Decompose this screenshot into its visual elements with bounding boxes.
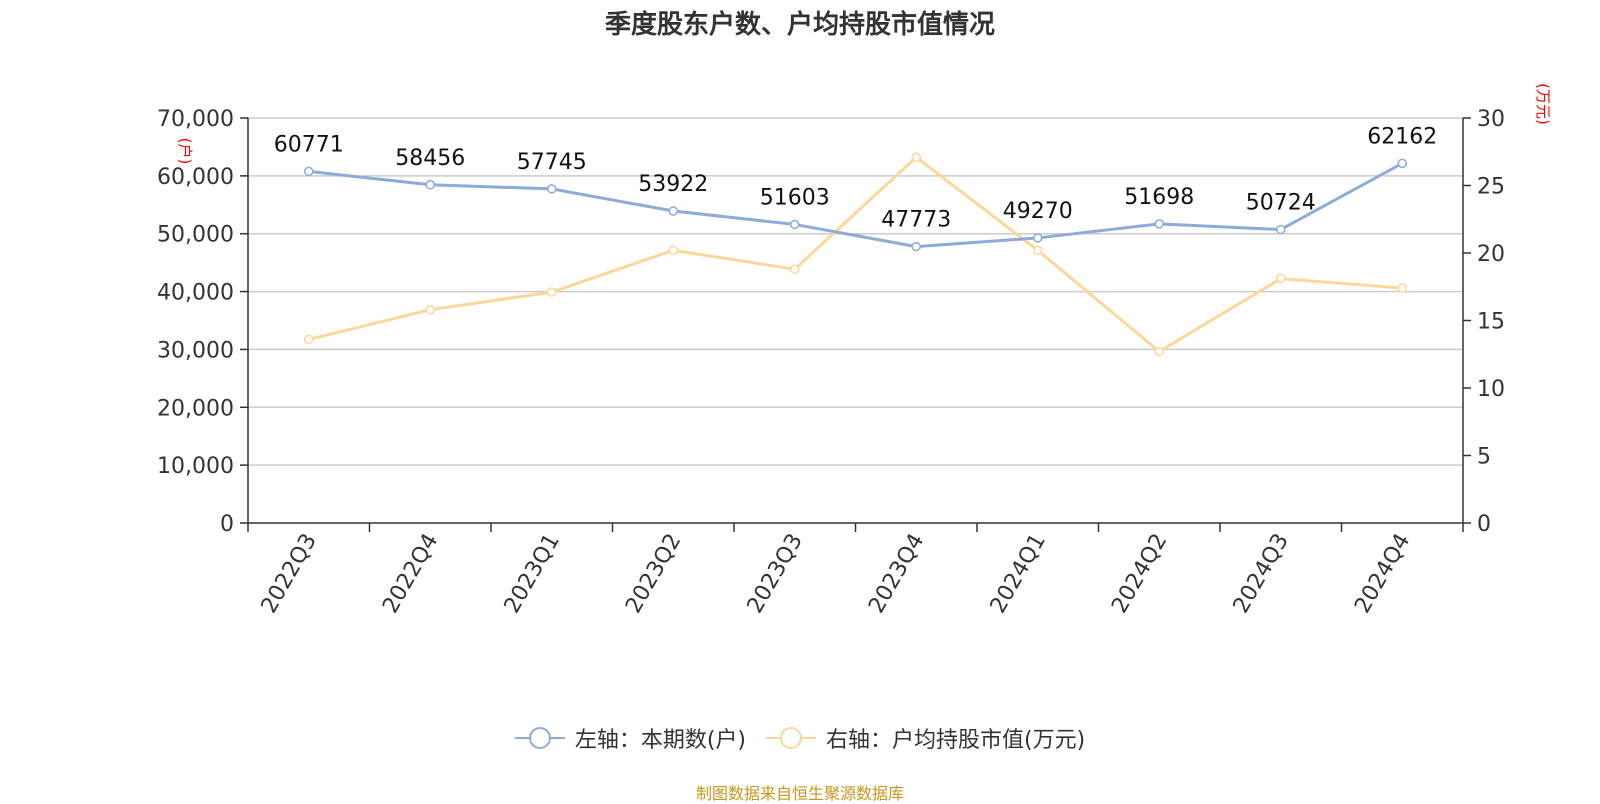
- x-axis-tick-label: 2024Q3: [1229, 530, 1294, 618]
- x-axis-tick-label: 2023Q2: [621, 530, 686, 618]
- series-lines: [304, 152, 1407, 357]
- left-axis-tick-label: 30,000: [157, 338, 234, 363]
- legend: 左轴：本期数(户) 右轴：户均持股市值(万元): [0, 722, 1600, 754]
- legend-left-series-icon: [514, 727, 565, 749]
- data-label: 57745: [517, 150, 587, 175]
- left-series-point: [425, 180, 435, 190]
- data-label: 51698: [1124, 185, 1194, 210]
- right-axis-tick-label: 25: [1477, 175, 1505, 200]
- x-axis-tick-label: 2024Q1: [986, 530, 1051, 618]
- chart-title: 季度股东户数、户均持股市值情况: [604, 10, 995, 40]
- data-label: 62162: [1367, 124, 1437, 149]
- data-label: 53922: [638, 172, 708, 197]
- source-note: 制图数据来自恒生聚源数据库: [695, 784, 904, 803]
- legend-left-series-label: 左轴：本期数(户): [574, 728, 746, 753]
- left-axis-tick-label: 40,000: [157, 281, 234, 306]
- data-label: 47773: [881, 208, 951, 233]
- right-axis-tick-label: 5: [1477, 445, 1491, 470]
- left-series-point: [668, 206, 678, 216]
- grid-lines: [248, 117, 1463, 466]
- right-axis-tick-label: 20: [1477, 242, 1505, 267]
- legend-right-series-label: 右轴：户均持股市值(万元): [826, 728, 1086, 753]
- right-axis-tick-label: 15: [1477, 310, 1505, 335]
- x-axis-tick-label: 2022Q4: [378, 530, 443, 618]
- right-series-point: [1033, 245, 1043, 256]
- legend-item-right-series[interactable]: 右轴：户均持股市值(万元): [766, 722, 1085, 754]
- left-axis-tick-label: 20,000: [157, 396, 234, 421]
- right-series-point: [1276, 273, 1286, 284]
- right-series-point: [911, 152, 921, 162]
- legend-right-series-icon: [766, 727, 816, 749]
- right-series-point: [668, 245, 678, 256]
- left-axis-tick-label: 0: [220, 512, 234, 537]
- right-series-point: [425, 304, 435, 315]
- left-series-point: [1033, 233, 1043, 243]
- right-axis-tick-label: 30: [1477, 107, 1505, 132]
- left-series-point: [911, 241, 921, 252]
- right-series-point: [1397, 283, 1407, 293]
- right-axis-tick-label: 10: [1477, 377, 1505, 402]
- left-series-point: [1397, 158, 1407, 169]
- left-axis-tick-label: 50,000: [157, 223, 234, 248]
- data-label: 49270: [1003, 199, 1073, 224]
- data-label: 50724: [1246, 191, 1316, 216]
- right-series-line: [308, 155, 1403, 354]
- data-label: 58456: [395, 146, 465, 171]
- x-axis-tick-label: 2024Q4: [1350, 530, 1415, 618]
- left-series-point: [304, 166, 314, 177]
- right-series-point: [547, 287, 557, 297]
- data-labels: 60771 58456 57745 53922 51603 47773 49270 51698…: [274, 124, 1438, 232]
- data-label: 60771: [274, 132, 344, 157]
- x-axis-tick-label: 2023Q3: [743, 530, 808, 618]
- left-series-point: [1154, 219, 1164, 229]
- legend-item-left-series[interactable]: 左轴：本期数(户): [514, 722, 746, 754]
- data-label: 51603: [760, 185, 830, 210]
- left-axis-tick-label: 60,000: [157, 165, 234, 190]
- axes: 0 10,000 20,000 30,000 40,000 50,000 60,000 70,…: [157, 83, 1552, 617]
- x-axis-tick-label: 2023Q4: [864, 530, 929, 618]
- left-series-point: [1276, 224, 1286, 235]
- right-series-point: [1154, 346, 1164, 357]
- right-series-point: [790, 264, 800, 274]
- right-axis-unit: (万元): [1534, 83, 1552, 125]
- right-axis-tick-label: 0: [1477, 512, 1491, 537]
- left-series-point: [547, 184, 557, 194]
- left-axis-tick-label: 10,000: [157, 454, 234, 479]
- right-series-point: [304, 334, 314, 345]
- left-axis-tick-label: 70,000: [157, 107, 234, 132]
- left-series-point: [790, 219, 800, 230]
- x-axis-tick-label: 2023Q1: [500, 530, 565, 618]
- x-axis-tick-label: 2024Q2: [1107, 530, 1172, 618]
- left-series-line: [308, 162, 1403, 249]
- x-axis-tick-label: 2022Q3: [257, 530, 322, 618]
- left-axis-unit: (户): [176, 138, 194, 165]
